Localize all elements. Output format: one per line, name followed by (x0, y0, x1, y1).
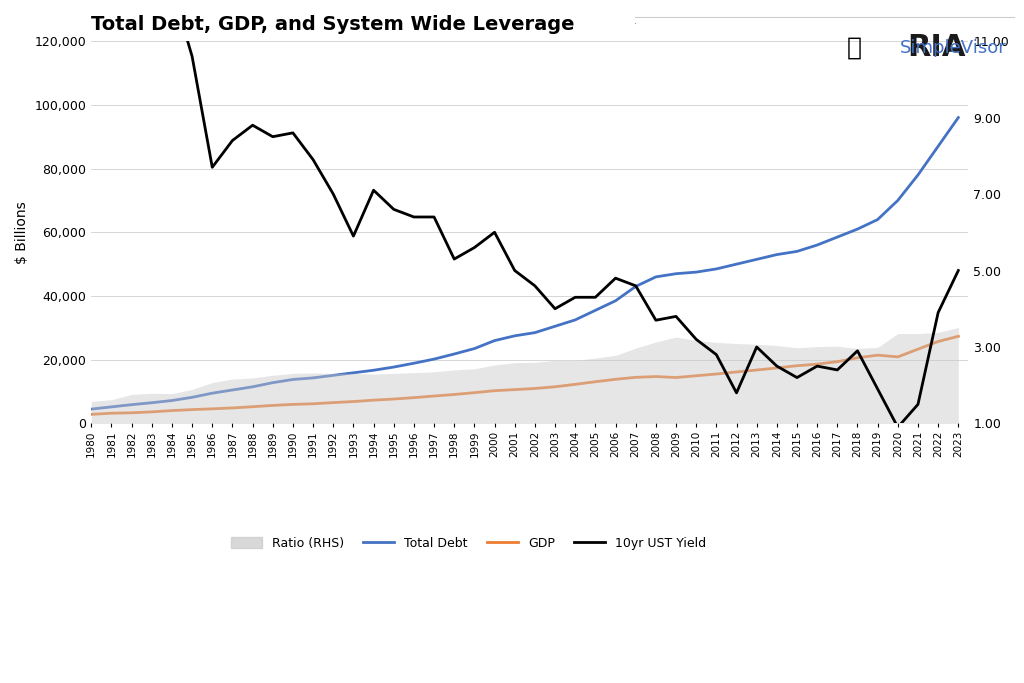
Text: RIA: RIA (907, 33, 967, 62)
Text: 🦅: 🦅 (847, 36, 862, 60)
Text: Total Debt, GDP, and System Wide Leverage: Total Debt, GDP, and System Wide Leverag… (91, 15, 574, 34)
Y-axis label: $ Billions: $ Billions (15, 201, 29, 264)
Legend: Ratio (RHS), Total Debt, GDP, 10yr UST Yield: Ratio (RHS), Total Debt, GDP, 10yr UST Y… (226, 532, 711, 555)
Text: SimpleVisor: SimpleVisor (899, 39, 1007, 57)
